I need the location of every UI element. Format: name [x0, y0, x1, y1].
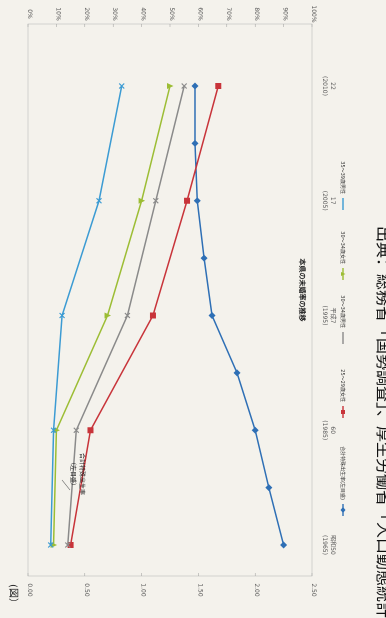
- chart-title: 本県の未婚率の推移: [298, 258, 307, 322]
- data-point: [67, 542, 74, 548]
- category-label: (1965): [321, 535, 328, 555]
- data-point: [251, 426, 259, 434]
- annotation-label: （左目盛）: [69, 459, 77, 489]
- annotation-leader: [61, 479, 71, 491]
- right-axis-tick-label: 90%: [282, 7, 289, 21]
- legend-marker: [341, 272, 346, 276]
- data-point: [104, 312, 112, 319]
- right-axis-tick-label: 60%: [196, 7, 203, 21]
- data-point: [149, 312, 156, 319]
- data-point: [50, 427, 57, 434]
- data-point: [118, 83, 125, 89]
- right-axis-tick-label: 20%: [83, 7, 90, 21]
- data-point: [152, 197, 159, 204]
- category-label: 60: [329, 426, 336, 434]
- legend-marker: [341, 410, 345, 414]
- left-axis-tick-label: 2.50: [310, 583, 317, 597]
- data-point: [184, 197, 191, 204]
- data-point: [265, 484, 273, 492]
- legend-label: 30～34歳男性: [339, 295, 346, 328]
- left-axis-tick-label: 0.00: [26, 583, 33, 597]
- right-axis-tick-label: 30%: [111, 7, 118, 21]
- chart-labels: 100% 90% 80% 70% 60% 50% 40% 30% 20% 10% 0% 2.50 2.0…: [7, 5, 386, 618]
- chart-grid: [27, 23, 313, 577]
- category-label: (1995): [321, 306, 328, 326]
- data-point: [64, 542, 71, 548]
- category-label: (2005): [321, 191, 328, 211]
- left-axis-tick-label: 1.50: [196, 583, 203, 597]
- category-label: (1985): [321, 420, 328, 440]
- category-label: 17: [329, 197, 336, 205]
- left-axis-tick-label: 0.50: [83, 583, 90, 597]
- data-point: [200, 254, 208, 262]
- data-point: [191, 139, 199, 147]
- data-point: [138, 197, 146, 204]
- data-point: [59, 312, 66, 319]
- data-point: [181, 83, 188, 89]
- data-point: [193, 197, 201, 205]
- category-label: 22: [329, 82, 336, 90]
- data-point: [191, 82, 199, 90]
- legend-label: 合計特殊出生率(左目盛): [339, 446, 346, 500]
- right-axis-tick-label: 70%: [225, 7, 232, 21]
- right-axis-tick-label: 40%: [140, 7, 147, 21]
- data-point: [208, 312, 216, 319]
- category-label: (2010): [321, 76, 328, 96]
- annotation-label: 合計特殊出生率: [78, 453, 86, 495]
- data-point: [96, 197, 102, 204]
- data-point: [233, 369, 241, 377]
- left-axis-tick-label: 2.00: [253, 583, 260, 597]
- data-point: [87, 427, 94, 434]
- data-point: [215, 83, 222, 89]
- legend-label: 35～39歳男性: [339, 161, 346, 194]
- source-note: 出典：総務省「国勢調査」、厚生労働省「人口動態統計」: [374, 226, 386, 618]
- category-label: 昭和50: [329, 535, 337, 555]
- right-axis-tick-label: 50%: [168, 7, 175, 21]
- legend-label: 25～29歳女性: [339, 369, 346, 402]
- left-axis-tick-label: 1.00: [140, 583, 147, 597]
- legend-marker: [340, 507, 346, 513]
- right-axis-tick-label: 80%: [253, 7, 260, 21]
- right-axis-tick-label: 10%: [54, 7, 61, 21]
- data-point: [124, 312, 131, 319]
- data-point: [47, 542, 54, 548]
- data-point: [167, 83, 174, 89]
- data-point: [280, 541, 288, 549]
- right-axis-tick-label: 0%: [26, 9, 33, 19]
- category-label: 平成7: [329, 308, 337, 324]
- right-axis-tick-label: 100%: [310, 5, 317, 22]
- legend-label: 30～34歳女性: [339, 231, 346, 264]
- series-layer: [47, 82, 288, 549]
- corner-mark: (図）: [7, 584, 19, 608]
- data-point: [73, 427, 80, 434]
